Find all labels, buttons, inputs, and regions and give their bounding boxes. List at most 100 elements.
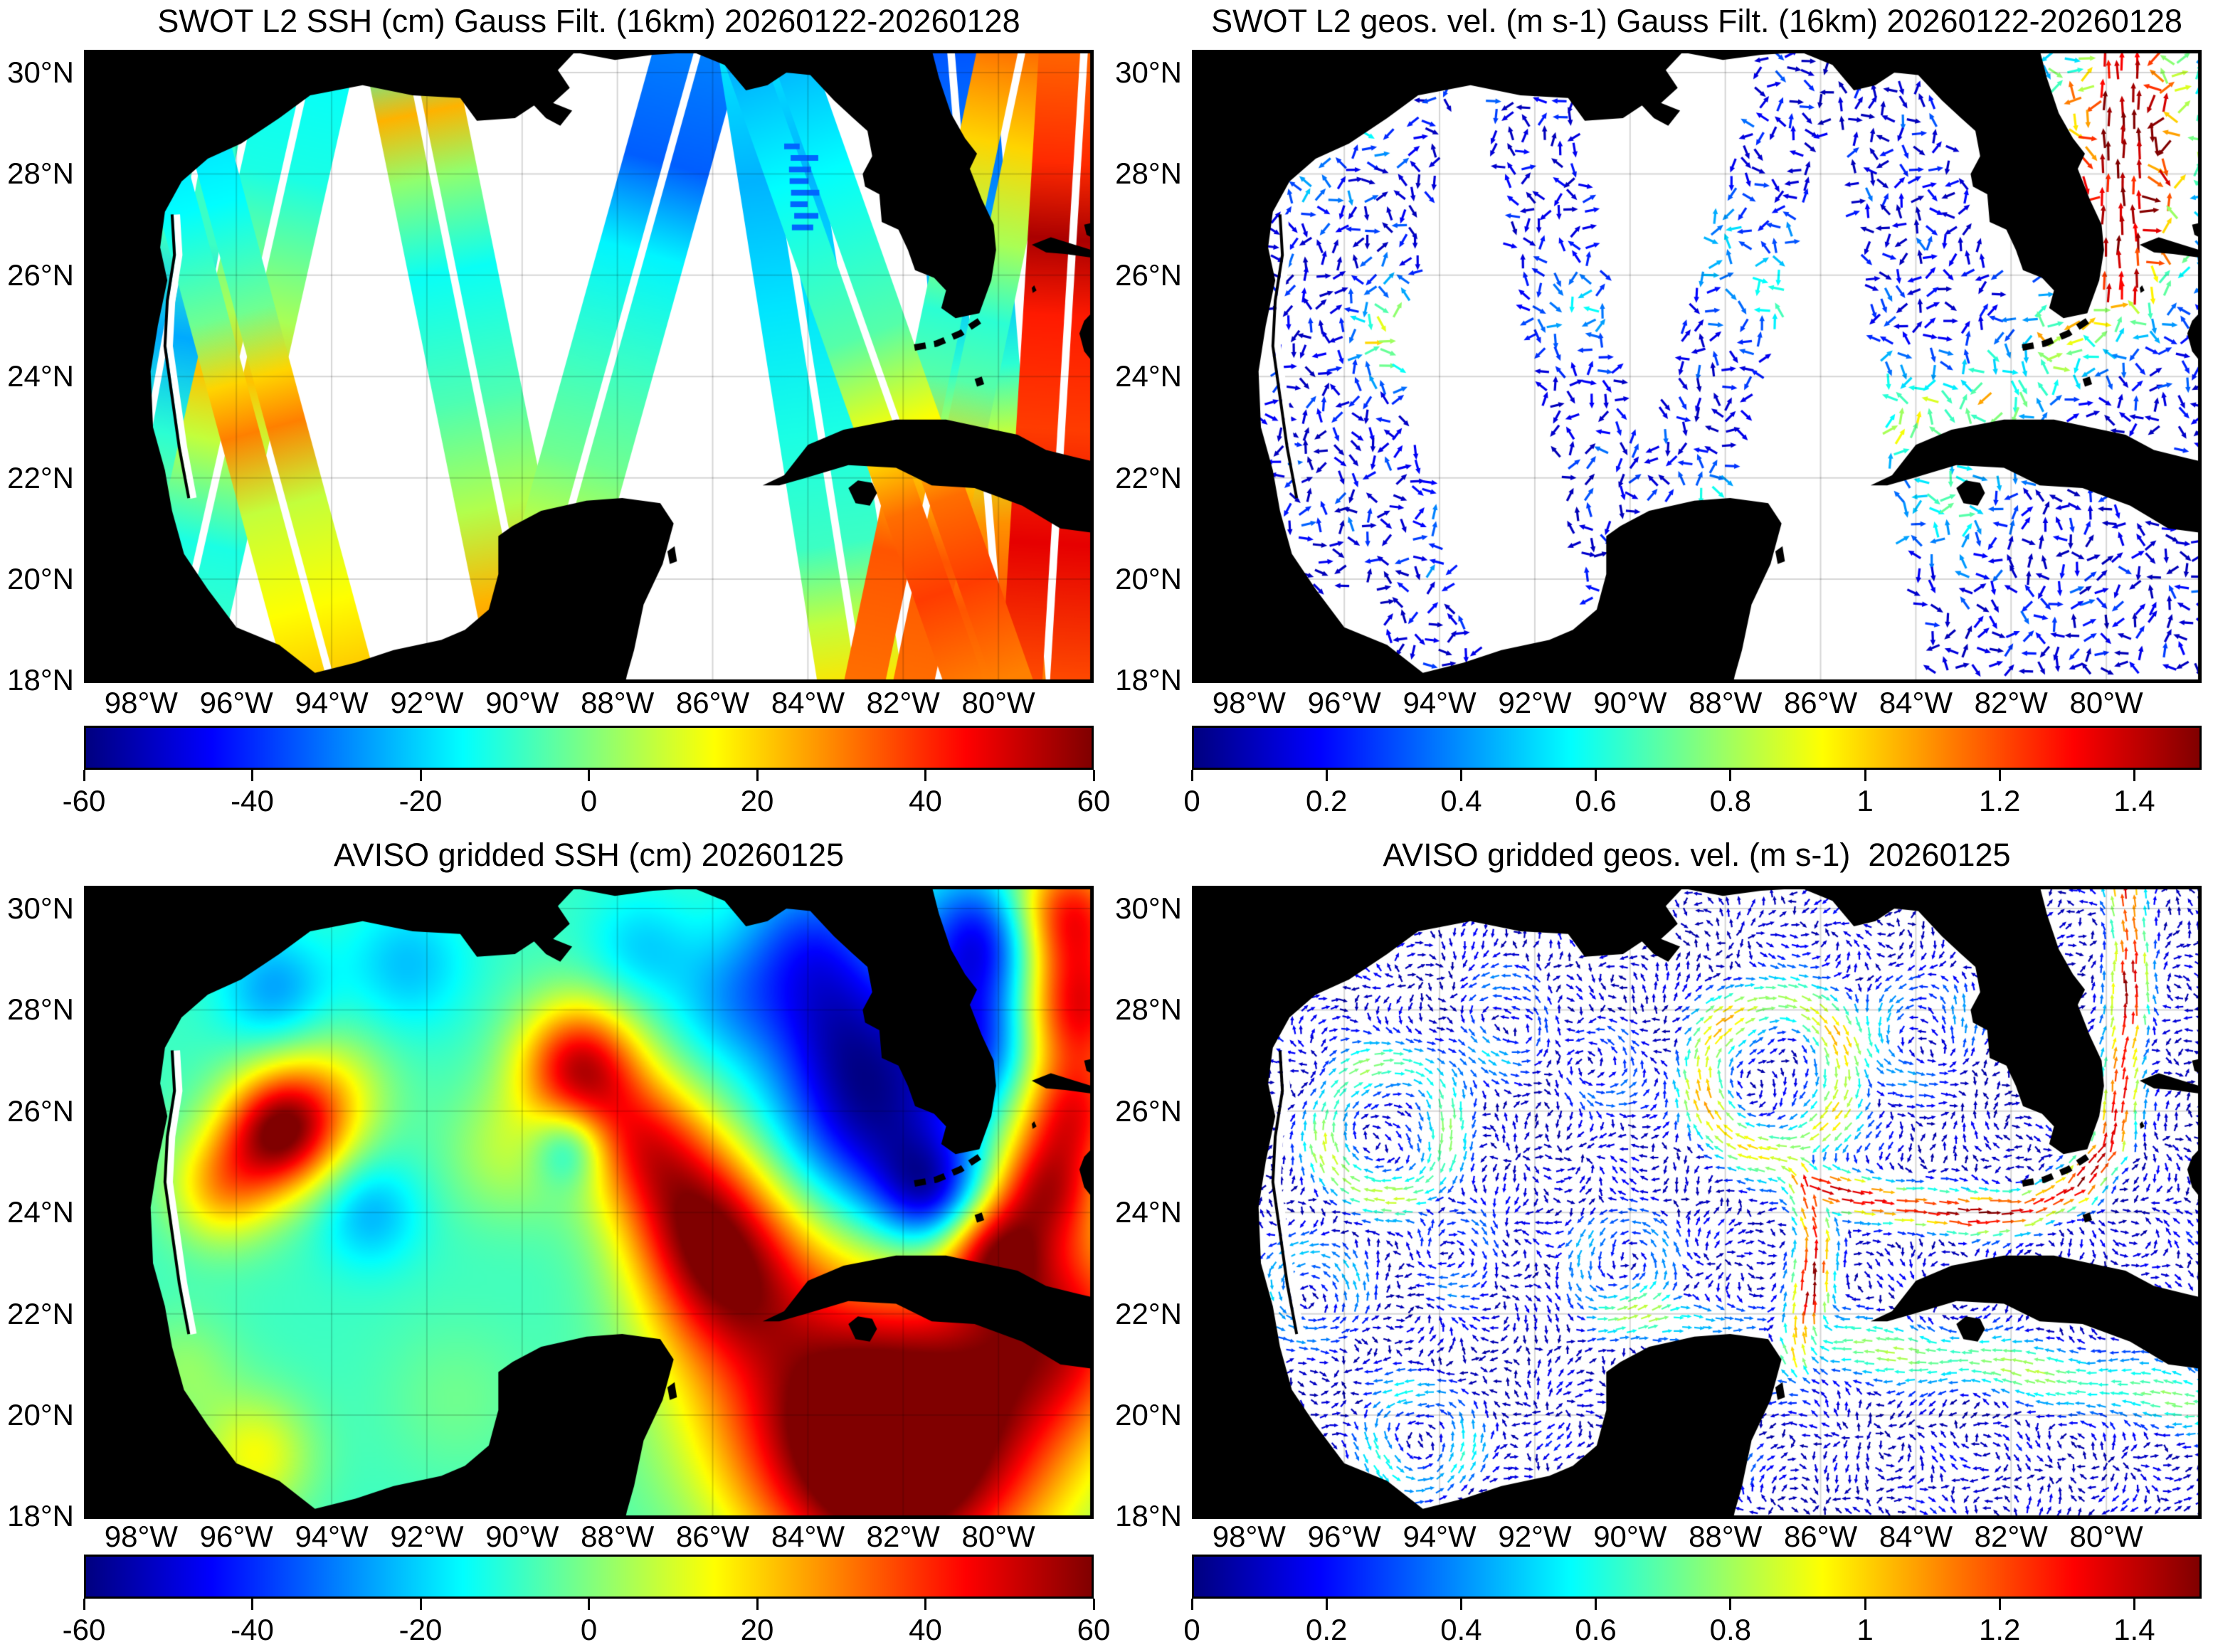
colorbar-tick-label: -40 bbox=[231, 1613, 274, 1646]
colorbar-tick-label: 0.2 bbox=[1305, 784, 1348, 817]
colorbar-tick-label: 0.8 bbox=[1709, 784, 1751, 817]
y-tick-label: 28°N bbox=[1115, 157, 1182, 191]
colorbar-tick bbox=[419, 1599, 422, 1610]
colorbar-tick-label: 0.4 bbox=[1440, 784, 1482, 817]
colorbar-tick-label: 0 bbox=[580, 784, 598, 817]
y-tick-label: 22°N bbox=[1115, 460, 1182, 494]
colorbar-tick-label: -20 bbox=[398, 1613, 443, 1646]
colorbar-tick-label: -60 bbox=[62, 1613, 106, 1646]
x-tick-label: 84°W bbox=[771, 686, 845, 719]
colorbar-tick bbox=[1595, 770, 1597, 781]
panel-title-swot-ssh: SWOT L2 SSH (cm) Gauss Filt. (16km) 2026… bbox=[157, 3, 1020, 39]
y-tick-label: 30°N bbox=[7, 891, 74, 926]
x-tick-label: 82°W bbox=[1974, 686, 2048, 719]
x-tick-label: 98°W bbox=[1212, 686, 1286, 719]
colorbar-tick-label: 1.2 bbox=[1978, 1613, 2021, 1646]
y-tick-label: 26°N bbox=[7, 258, 74, 292]
colorbar-tick bbox=[756, 1599, 759, 1610]
colorbar-tick-label: 20 bbox=[740, 1613, 774, 1646]
y-tick-label: 28°N bbox=[1115, 992, 1182, 1027]
colorbar-tick-label: 0.8 bbox=[1709, 1613, 1751, 1646]
colorbar-tick bbox=[756, 770, 759, 781]
y-tick-label: 24°N bbox=[1115, 359, 1182, 393]
y-tick-label: 20°N bbox=[1115, 1398, 1182, 1432]
colorbar-tick bbox=[1729, 1599, 1732, 1610]
y-tick-label: 24°N bbox=[7, 1195, 74, 1229]
y-tick-label: 18°N bbox=[1115, 663, 1182, 697]
y-tick-label: 20°N bbox=[7, 562, 74, 596]
colorbar-tick bbox=[1998, 1599, 2001, 1610]
colorbar-swot_vel bbox=[1192, 726, 2202, 770]
map-swot-ssh bbox=[84, 50, 1094, 683]
colorbar-tick-label: -40 bbox=[231, 784, 274, 817]
x-tick-label: 88°W bbox=[1689, 686, 1763, 719]
x-tick-label: 80°W bbox=[2069, 1520, 2143, 1553]
y-tick-label: 22°N bbox=[7, 460, 74, 494]
y-tick-label: 24°N bbox=[7, 359, 74, 393]
y-tick-label: 26°N bbox=[1115, 1094, 1182, 1128]
colorbar-tick-label: 40 bbox=[909, 784, 942, 817]
y-tick-label: 20°N bbox=[1115, 562, 1182, 596]
x-tick-label: 90°W bbox=[485, 686, 559, 719]
x-tick-label: 92°W bbox=[1498, 1520, 1572, 1553]
colorbar-tick-label: 60 bbox=[1077, 1613, 1111, 1646]
colorbar-tick-label: 1 bbox=[1857, 1613, 1874, 1646]
y-tick-label: 28°N bbox=[7, 157, 74, 191]
colorbar-tick bbox=[2133, 770, 2135, 781]
panel-title-aviso-vel: AVISO gridded geos. vel. (m s-1) 2026012… bbox=[1383, 837, 2011, 873]
colorbar-tick-label: 1.2 bbox=[1978, 784, 2021, 817]
colorbar-tick bbox=[1190, 1599, 1193, 1610]
y-tick-label: 26°N bbox=[1115, 258, 1182, 292]
colorbar-tick bbox=[2133, 1599, 2135, 1610]
panel-title-aviso-ssh: AVISO gridded SSH (cm) 20260125 bbox=[333, 837, 845, 873]
y-tick-label: 22°N bbox=[1115, 1296, 1182, 1330]
colorbar-tick bbox=[1864, 1599, 1866, 1610]
x-tick-label: 94°W bbox=[295, 686, 369, 719]
x-tick-label: 98°W bbox=[104, 686, 178, 719]
x-tick-label: 84°W bbox=[1879, 1520, 1953, 1553]
colorbar-tick-label: 1.4 bbox=[2113, 784, 2155, 817]
colorbar-tick bbox=[588, 770, 590, 781]
x-tick-label: 80°W bbox=[2069, 686, 2143, 719]
colorbar-tick-label: -20 bbox=[398, 784, 443, 817]
x-tick-label: 84°W bbox=[1879, 686, 1953, 719]
colorbar-tick-label: 20 bbox=[740, 784, 774, 817]
x-tick-label: 88°W bbox=[581, 1520, 655, 1553]
colorbar-tick-label: 0.4 bbox=[1440, 1613, 1482, 1646]
map-aviso-vel bbox=[1192, 886, 2202, 1519]
y-tick-label: 30°N bbox=[7, 55, 74, 90]
map-swot-vel bbox=[1192, 50, 2202, 683]
x-tick-label: 82°W bbox=[1974, 1520, 2048, 1553]
colorbar-tick bbox=[251, 770, 253, 781]
colorbar-tick bbox=[1864, 770, 1866, 781]
colorbar-tick bbox=[924, 770, 926, 781]
colorbar-tick bbox=[1729, 770, 1732, 781]
colorbar-tick bbox=[1459, 1599, 1462, 1610]
colorbar-tick bbox=[83, 1599, 85, 1610]
y-tick-label: 30°N bbox=[1115, 891, 1182, 926]
colorbar-tick-label: 1 bbox=[1857, 784, 1874, 817]
colorbar-tick-label: 0 bbox=[580, 1613, 598, 1646]
x-tick-label: 80°W bbox=[961, 1520, 1035, 1553]
y-tick-label: 18°N bbox=[7, 1499, 74, 1533]
colorbar-tick-label: 40 bbox=[909, 1613, 942, 1646]
y-tick-label: 20°N bbox=[7, 1398, 74, 1432]
y-tick-label: 22°N bbox=[7, 1296, 74, 1330]
x-tick-label: 82°W bbox=[866, 1520, 940, 1553]
panel-title-swot-vel: SWOT L2 geos. vel. (m s-1) Gauss Filt. (… bbox=[1211, 3, 2182, 39]
x-tick-label: 88°W bbox=[1689, 1520, 1763, 1553]
colorbar-tick-label: -60 bbox=[62, 784, 106, 817]
x-tick-label: 96°W bbox=[1307, 1520, 1381, 1553]
x-tick-label: 86°W bbox=[1783, 686, 1858, 719]
map-aviso-ssh bbox=[84, 886, 1094, 1519]
x-tick-label: 84°W bbox=[771, 1520, 845, 1553]
colorbar-tick-label: 0.6 bbox=[1575, 1613, 1617, 1646]
x-tick-label: 92°W bbox=[1498, 686, 1572, 719]
colorbar-tick bbox=[1092, 1599, 1095, 1610]
x-tick-label: 96°W bbox=[199, 1520, 273, 1553]
x-tick-label: 86°W bbox=[1783, 1520, 1858, 1553]
colorbar-swot_ssh bbox=[84, 726, 1094, 770]
colorbar-tick-label: 60 bbox=[1077, 784, 1111, 817]
colorbar-tick bbox=[251, 1599, 253, 1610]
colorbar-tick bbox=[1190, 770, 1193, 781]
